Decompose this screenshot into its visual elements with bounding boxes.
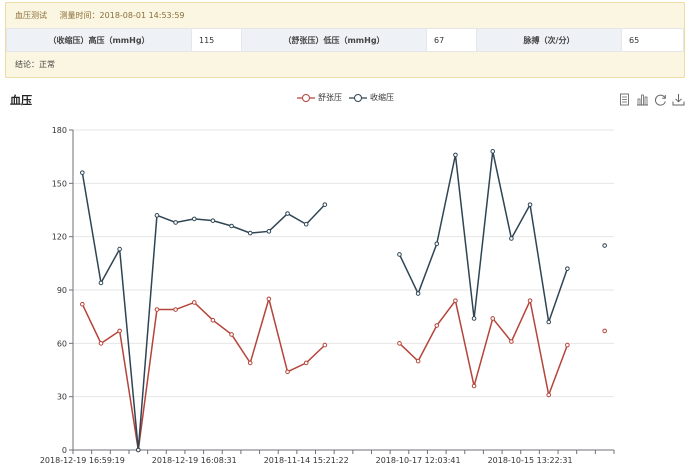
data-point xyxy=(434,323,440,328)
data-view-icon[interactable] xyxy=(617,93,632,106)
data-point xyxy=(434,241,440,247)
data-point xyxy=(322,342,328,348)
x-tick-label: 2018-10-15 13:22:31 xyxy=(488,456,573,465)
data-point xyxy=(527,298,533,303)
data-point xyxy=(98,341,104,346)
y-tick-label: 30 xyxy=(57,393,67,402)
panel-header: 血压测试 测量时间：2018-08-01 14:53:59 xyxy=(6,3,684,28)
data-point xyxy=(266,229,272,234)
legend-label-diastolic: 舒张压 xyxy=(318,93,342,102)
data-point xyxy=(509,339,514,344)
pulse-value: 65 xyxy=(621,28,684,52)
x-tick-label: 2018-10-17 12:03:41 xyxy=(376,456,461,465)
data-point xyxy=(303,360,309,366)
data-point xyxy=(173,220,178,225)
data-point xyxy=(471,383,477,389)
measure-time-label: 测量时间： xyxy=(59,11,100,20)
legend-systolic-icon xyxy=(349,93,367,102)
x-tick-label: 2018-12-19 16:59:19 xyxy=(40,456,125,465)
data-point xyxy=(397,341,402,346)
data-point xyxy=(117,328,122,334)
data-point xyxy=(210,317,216,323)
data-point xyxy=(565,266,570,271)
data-point xyxy=(415,291,421,296)
legend-diastolic-icon xyxy=(297,93,315,102)
data-point xyxy=(602,243,607,248)
data-point xyxy=(154,213,160,218)
data-point xyxy=(98,280,104,286)
bar-chart-icon[interactable] xyxy=(635,93,650,106)
y-tick-label: 120 xyxy=(52,233,67,242)
pulse-label: 脉搏（次/分） xyxy=(476,28,622,52)
data-point xyxy=(229,332,234,337)
data-point xyxy=(453,152,458,158)
data-point xyxy=(285,369,290,375)
table-row: （收缩压）高压（mmHg） 115 （舒张压）低压（mmHg） 67 脉搏（次/… xyxy=(6,28,684,52)
data-point xyxy=(527,202,533,207)
data-point xyxy=(565,342,570,348)
y-tick-label: 150 xyxy=(52,179,67,188)
data-point xyxy=(415,358,421,364)
data-point xyxy=(602,328,607,334)
data-point xyxy=(247,230,253,236)
data-point xyxy=(546,319,552,325)
diastolic-value: 67 xyxy=(426,28,477,52)
measurement-panel: 血压测试 测量时间：2018-08-01 14:53:59 （收缩压）高压（mm… xyxy=(5,2,685,78)
series-line xyxy=(81,172,326,451)
legend-item-diastolic[interactable]: 舒张压 xyxy=(296,92,342,103)
vitals-table: （收缩压）高压（mmHg） 115 （舒张压）低压（mmHg） 67 脉搏（次/… xyxy=(6,28,684,52)
data-point xyxy=(154,307,160,312)
chart-legend: 舒张压 收缩压 xyxy=(296,92,400,103)
series-line xyxy=(398,151,569,323)
download-icon[interactable] xyxy=(671,93,686,106)
systolic-label: （收缩压）高压（mmHg） xyxy=(6,28,192,52)
y-tick-label: 60 xyxy=(57,339,67,348)
x-tick-label: 2018-12-19 16:08:31 xyxy=(152,456,237,465)
legend-label-systolic: 收缩压 xyxy=(370,93,394,102)
refresh-icon[interactable] xyxy=(653,93,668,106)
data-point xyxy=(303,221,309,227)
data-point xyxy=(285,211,290,216)
chart-title: 血压 xyxy=(10,94,32,107)
measure-time: 2018-08-01 14:53:59 xyxy=(99,11,185,20)
series-line xyxy=(398,298,569,398)
data-point xyxy=(509,236,514,241)
data-point xyxy=(80,170,85,175)
data-point xyxy=(247,360,253,366)
data-point xyxy=(266,296,272,302)
systolic-value: 115 xyxy=(191,28,242,52)
y-tick-label: 180 xyxy=(52,126,67,135)
data-point xyxy=(453,298,458,303)
legend-item-systolic[interactable]: 收缩压 xyxy=(348,92,394,103)
x-tick-label: 2018-11-14 15:21:22 xyxy=(264,456,349,465)
conclusion: 结论：正常 xyxy=(15,60,55,69)
chart-toolbox xyxy=(614,93,686,106)
data-point xyxy=(210,218,216,223)
diastolic-label: （舒张压）低压（mmHg） xyxy=(241,28,427,52)
data-point xyxy=(490,316,496,321)
data-point xyxy=(322,202,328,207)
y-tick-label: 0 xyxy=(62,446,67,455)
data-point xyxy=(397,252,402,257)
test-name: 血压测试 xyxy=(15,11,47,20)
data-point xyxy=(229,223,234,229)
data-point xyxy=(546,392,552,398)
series-line xyxy=(81,296,326,451)
data-point xyxy=(173,307,178,312)
data-point xyxy=(191,216,197,222)
data-point xyxy=(191,300,197,305)
data-point xyxy=(117,246,122,252)
data-point xyxy=(80,301,85,307)
data-point xyxy=(135,447,141,453)
y-tick-label: 90 xyxy=(57,286,67,295)
data-point xyxy=(471,316,477,321)
blood-pressure-chart: 0 30 60 90 120 150 180 2018-12-19 16:59:19 2018-… xyxy=(40,126,615,465)
data-point xyxy=(490,149,496,154)
